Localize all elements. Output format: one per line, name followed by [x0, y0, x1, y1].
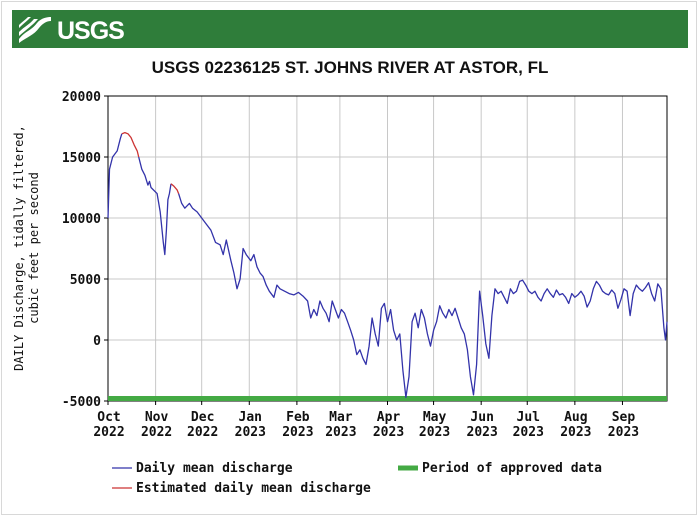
chart-title: USGS 02236125 ST. JOHNS RIVER AT ASTOR, … — [151, 58, 549, 77]
x-tick-year: 2023 — [467, 425, 498, 440]
x-tick-month: Aug — [564, 410, 587, 425]
x-tick-year: 2023 — [608, 425, 639, 440]
x-tick-month: Jun — [470, 410, 493, 425]
x-tick-month: Apr — [377, 410, 401, 425]
y-tick-label: 0 — [93, 334, 101, 349]
y-axis-label: DAILY Discharge, tidally filtered, cubic… — [12, 125, 41, 371]
x-tick-year: 2023 — [325, 425, 356, 440]
usgs-logo-text: USGS — [57, 17, 125, 45]
x-tick-month: Jul — [517, 410, 540, 425]
y-tick-label: 5000 — [70, 273, 101, 288]
y-tick-label: 10000 — [62, 212, 101, 227]
daily-mean-line — [177, 193, 668, 398]
x-axis: Oct2022Nov2022Dec2022Jan2023Feb2023Mar20… — [93, 401, 639, 440]
y-tick-label: -5000 — [62, 395, 101, 410]
x-tick-year: 2023 — [235, 425, 266, 440]
daily-mean-line — [107, 133, 123, 219]
series-lines — [107, 131, 668, 398]
y-axis-label-line-2: cubic feet per second — [27, 172, 41, 324]
x-tick-year: 2023 — [282, 425, 313, 440]
legend: Daily mean discharge Estimated daily mean… — [112, 461, 602, 496]
legend-daily-mean-label: Daily mean discharge — [136, 461, 293, 476]
x-tick-month: Dec — [191, 410, 214, 425]
usgs-banner: USGS — [12, 10, 688, 48]
x-tick-year: 2023 — [419, 425, 450, 440]
x-tick-month: Mar — [329, 410, 353, 425]
x-tick-month: Sep — [612, 410, 636, 425]
y-tick-label: 15000 — [62, 151, 101, 166]
x-tick-year: 2023 — [513, 425, 544, 440]
estimated-mean-line — [170, 183, 180, 194]
x-tick-year: 2022 — [141, 425, 172, 440]
x-tick-year: 2022 — [93, 425, 124, 440]
grid-lines — [107, 95, 667, 402]
x-tick-year: 2023 — [560, 425, 591, 440]
x-tick-month: Nov — [145, 410, 169, 425]
y-axis: 20000 15000 10000 5000 0 -5000 — [62, 90, 108, 410]
x-tick-month: Jan — [239, 410, 262, 425]
legend-estimated-mean-label: Estimated daily mean discharge — [136, 481, 371, 496]
y-axis-label-line-1: DAILY Discharge, tidally filtered, — [12, 125, 26, 371]
usgs-wave-icon — [19, 17, 51, 43]
legend-approved-period-label: Period of approved data — [422, 461, 602, 476]
y-tick-label: 20000 — [62, 90, 101, 105]
x-tick-month: Oct — [97, 410, 120, 425]
x-tick-year: 2022 — [187, 425, 218, 440]
estimated-mean-line — [121, 131, 140, 158]
usgs-logo[interactable]: USGS — [17, 15, 129, 45]
daily-mean-line — [138, 156, 172, 256]
x-tick-month: May — [423, 410, 447, 425]
x-tick-year: 2023 — [373, 425, 404, 440]
x-tick-month: Feb — [286, 410, 310, 425]
